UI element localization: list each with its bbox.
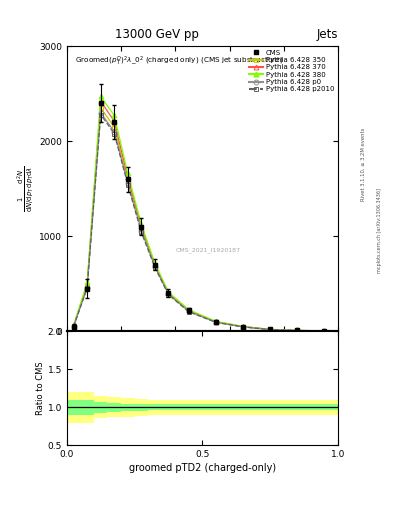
Line: Pythia 6.428 350: Pythia 6.428 350 <box>71 105 327 333</box>
Pythia 6.428 370 <box>241 324 245 330</box>
Pythia 6.428 p2010 <box>139 229 144 236</box>
Pythia 6.428 p0 <box>71 323 76 329</box>
Pythia 6.428 p2010 <box>166 292 171 298</box>
Legend: CMS, Pythia 6.428 350, Pythia 6.428 370, Pythia 6.428 380, Pythia 6.428 p0, Pyth: CMS, Pythia 6.428 350, Pythia 6.428 370,… <box>248 48 336 94</box>
Pythia 6.428 p0 <box>322 328 327 334</box>
Pythia 6.428 370 <box>139 223 144 229</box>
Pythia 6.428 370 <box>112 118 117 124</box>
Text: mcplots.cern.ch [arXiv:1306.3436]: mcplots.cern.ch [arXiv:1306.3436] <box>377 188 382 273</box>
Pythia 6.428 380 <box>322 328 327 334</box>
Pythia 6.428 370 <box>268 326 273 332</box>
Pythia 6.428 p0 <box>112 129 117 135</box>
Pythia 6.428 p0 <box>241 324 245 330</box>
Pythia 6.428 370 <box>166 290 171 296</box>
Y-axis label: $\frac{1}{\mathrm{d}N/\mathrm{d}p_T}\frac{\mathrm{d}^2N}{\mathrm{d}p_T\mathrm{d}: $\frac{1}{\mathrm{d}N/\mathrm{d}p_T}\fra… <box>15 165 36 212</box>
Pythia 6.428 350 <box>241 324 245 330</box>
Pythia 6.428 370 <box>187 307 191 313</box>
Pythia 6.428 380 <box>166 289 171 295</box>
Pythia 6.428 380 <box>295 327 300 333</box>
Pythia 6.428 380 <box>214 318 219 325</box>
Pythia 6.428 380 <box>139 221 144 227</box>
Pythia 6.428 350 <box>322 328 327 334</box>
Pythia 6.428 380 <box>125 170 130 177</box>
Line: Pythia 6.428 p2010: Pythia 6.428 p2010 <box>71 112 327 333</box>
Pythia 6.428 370 <box>295 327 300 333</box>
Pythia 6.428 350 <box>187 308 191 314</box>
Pythia 6.428 p2010 <box>125 182 130 188</box>
Pythia 6.428 p2010 <box>85 285 90 291</box>
Pythia 6.428 p0 <box>295 327 300 333</box>
Pythia 6.428 350 <box>139 226 144 232</box>
Text: Groomed$(p_T^D)^2\lambda\_0^2$ (charged only) (CMS jet substructure): Groomed$(p_T^D)^2\lambda\_0^2$ (charged … <box>75 55 283 68</box>
Pythia 6.428 380 <box>187 307 191 313</box>
Pythia 6.428 370 <box>322 328 327 334</box>
Pythia 6.428 350 <box>166 291 171 297</box>
Line: Pythia 6.428 p0: Pythia 6.428 p0 <box>71 110 327 333</box>
Pythia 6.428 p0 <box>85 285 90 291</box>
Text: 13000 GeV pp: 13000 GeV pp <box>115 28 199 41</box>
Pythia 6.428 p2010 <box>214 319 219 326</box>
X-axis label: groomed pTD2 (charged-only): groomed pTD2 (charged-only) <box>129 463 276 474</box>
Pythia 6.428 370 <box>98 98 103 104</box>
Text: Jets: Jets <box>316 28 338 41</box>
Pythia 6.428 p2010 <box>71 324 76 330</box>
Pythia 6.428 370 <box>125 174 130 180</box>
Pythia 6.428 350 <box>85 283 90 289</box>
Pythia 6.428 350 <box>125 178 130 184</box>
Pythia 6.428 p2010 <box>152 265 157 271</box>
Pythia 6.428 350 <box>214 319 219 325</box>
Pythia 6.428 380 <box>112 113 117 119</box>
Pythia 6.428 370 <box>214 318 219 325</box>
Pythia 6.428 370 <box>71 323 76 329</box>
Y-axis label: Ratio to CMS: Ratio to CMS <box>36 361 45 415</box>
Pythia 6.428 p0 <box>166 291 171 297</box>
Pythia 6.428 380 <box>98 93 103 99</box>
Pythia 6.428 370 <box>152 262 157 268</box>
Pythia 6.428 350 <box>98 105 103 111</box>
Pythia 6.428 p2010 <box>268 327 273 333</box>
Pythia 6.428 p2010 <box>98 112 103 118</box>
Pythia 6.428 380 <box>85 280 90 286</box>
Text: CMS_2021_I1920187: CMS_2021_I1920187 <box>175 247 240 253</box>
Pythia 6.428 p2010 <box>295 328 300 334</box>
Pythia 6.428 p0 <box>268 327 273 333</box>
Pythia 6.428 p2010 <box>322 328 327 334</box>
Pythia 6.428 350 <box>112 124 117 130</box>
Pythia 6.428 350 <box>295 327 300 333</box>
Pythia 6.428 380 <box>152 260 157 266</box>
Pythia 6.428 350 <box>71 323 76 329</box>
Pythia 6.428 380 <box>241 323 245 329</box>
Pythia 6.428 p0 <box>187 308 191 314</box>
Pythia 6.428 p0 <box>98 110 103 116</box>
Line: Pythia 6.428 370: Pythia 6.428 370 <box>71 99 327 333</box>
Pythia 6.428 p0 <box>125 180 130 186</box>
Pythia 6.428 p2010 <box>112 131 117 137</box>
Pythia 6.428 p0 <box>152 264 157 270</box>
Pythia 6.428 p0 <box>214 319 219 325</box>
Text: Rivet 3.1.10, ≥ 3.2M events: Rivet 3.1.10, ≥ 3.2M events <box>361 127 366 201</box>
Pythia 6.428 p2010 <box>241 324 245 330</box>
Pythia 6.428 350 <box>268 327 273 333</box>
Pythia 6.428 p2010 <box>187 309 191 315</box>
Pythia 6.428 p0 <box>139 227 144 233</box>
Pythia 6.428 370 <box>85 282 90 288</box>
Pythia 6.428 350 <box>152 263 157 269</box>
Line: Pythia 6.428 380: Pythia 6.428 380 <box>71 94 327 333</box>
Pythia 6.428 380 <box>268 326 273 332</box>
Pythia 6.428 380 <box>71 323 76 329</box>
